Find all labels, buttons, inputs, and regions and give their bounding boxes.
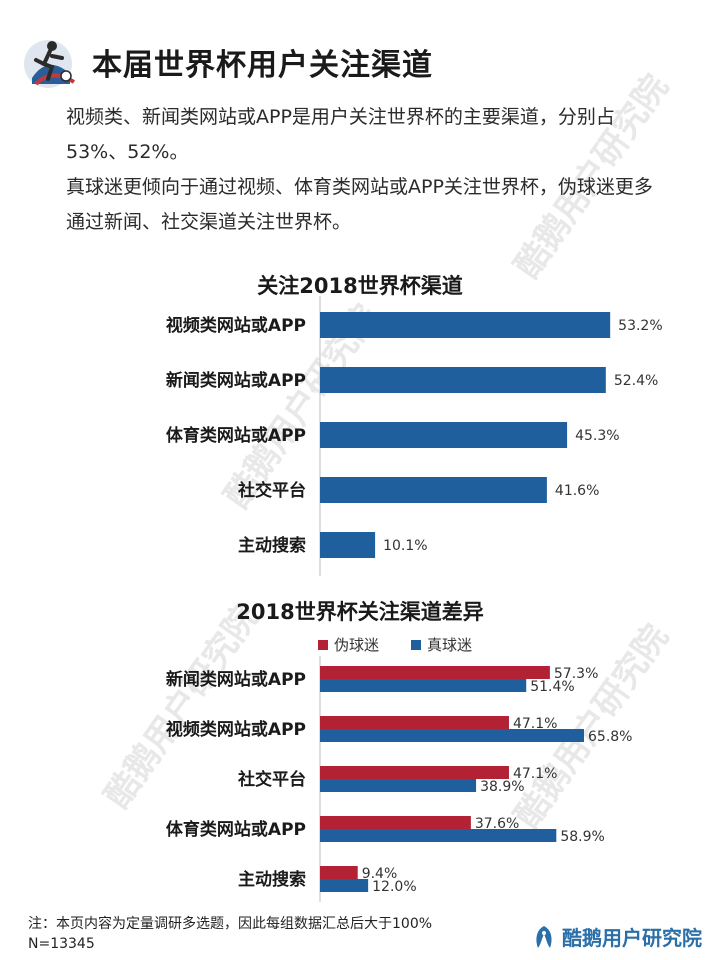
chart2-category-label: 新闻类网站或APP	[166, 669, 306, 690]
chart1-bar	[320, 367, 606, 393]
chart1-value-label: 41.6%	[555, 483, 599, 499]
chart1: 视频类网站或APP 53.2% 新闻类网站或APP 52.4% 体育类网站或APP 45.…	[166, 296, 663, 576]
legend-swatch	[318, 639, 328, 650]
chart2-bar	[320, 716, 509, 729]
chart2-value-label: 47.1%	[513, 716, 557, 732]
intro-paragraph: 视频类、新闻类网站或APP是用户关注世界杯的主要渠道，分别占53%、52%。	[66, 106, 615, 163]
chart2-value-label: 65.8%	[588, 729, 632, 745]
chart2-bar	[320, 879, 369, 892]
chart2-bar	[320, 866, 358, 879]
chart2-bar	[320, 829, 557, 842]
chart1-value-label: 52.4%	[614, 373, 658, 389]
legend-swatch	[411, 639, 422, 650]
chart2-bar	[320, 816, 471, 829]
chart1-title: 关注2018世界杯渠道	[257, 274, 463, 298]
chart2-bar	[320, 729, 584, 742]
chart2-value-label: 58.9%	[560, 829, 604, 845]
chart1-bar	[320, 422, 568, 448]
chart2-value-label: 47.1%	[513, 766, 557, 782]
chart2-value-label: 37.6%	[475, 816, 519, 832]
page-header: 本届世界杯用户关注渠道	[22, 34, 702, 90]
legend-label: 伪球迷	[334, 636, 380, 654]
chart1-bar	[320, 312, 611, 338]
legend-label: 真球迷	[427, 636, 473, 654]
chart1-category-label: 视频类网站或APP	[166, 315, 306, 336]
legend-item-real-fans: 真球迷	[411, 634, 472, 655]
chart2-category-label: 主动搜索	[238, 869, 306, 890]
chart1-value-label: 45.3%	[575, 428, 619, 444]
chart2-category-label: 社交平台	[237, 769, 306, 790]
chart2-category-label: 体育类网站或APP	[166, 819, 306, 840]
brand-logo: 酷鹅用户研究院	[532, 922, 702, 951]
chart2: 新闻类网站或APP 57.3%51.4% 视频类网站或APP 47.1% 65.8% 社交…	[166, 656, 632, 902]
brand-text: 酷鹅用户研究院	[562, 926, 702, 950]
chart2-title: 2018世界杯关注渠道差异	[236, 600, 484, 624]
footnote-sample: N=13345	[28, 936, 95, 952]
chart2-legend: 伪球迷 真球迷	[318, 634, 472, 655]
chart1-category-label: 主动搜索	[238, 535, 306, 556]
chart1-category-label: 体育类网站或APP	[166, 425, 306, 446]
chart2-value-label: 51.4%	[530, 679, 574, 695]
chart1-bar	[320, 532, 376, 558]
chart2-value-label: 12.0%	[372, 879, 416, 895]
chart1-category-label: 新闻类网站或APP	[166, 370, 306, 391]
footnote: 注：本页内容为定量调研多选题，因此每组数据汇总后大于100% N=13345	[28, 914, 432, 954]
legend-item-fake-fans: 伪球迷	[318, 634, 379, 655]
chart1-category-label: 社交平台	[237, 480, 306, 501]
chart2-category-label: 视频类网站或APP	[166, 719, 306, 740]
chart2-bar	[320, 779, 477, 792]
chart2-value-label: 9.4%	[362, 866, 398, 882]
chart2-bar	[320, 679, 527, 692]
chart1-value-label: 10.1%	[383, 538, 427, 554]
chart2-bar	[320, 666, 550, 679]
chart1-value-label: 53.2%	[618, 318, 662, 334]
chart2-bar	[320, 766, 509, 779]
page-title: 本届世界杯用户关注渠道	[92, 48, 433, 83]
chart2-value-label: 38.9%	[480, 779, 524, 795]
footnote-note: 注：本页内容为定量调研多选题，因此每组数据汇总后大于100%	[28, 916, 433, 932]
intro-paragraph: 真球迷更倾向于通过视频、体育类网站或APP关注世界杯，伪球迷更多通过新闻、社交渠…	[66, 176, 653, 233]
soccer-player-icon	[24, 40, 76, 88]
chart1-bar	[320, 477, 547, 503]
chart2-value-label: 57.3%	[554, 666, 598, 682]
intro-text: 视频类、新闻类网站或APP是用户关注世界杯的主要渠道，分别占53%、52%。 真…	[66, 100, 666, 240]
penguin-logo-icon	[536, 925, 552, 948]
